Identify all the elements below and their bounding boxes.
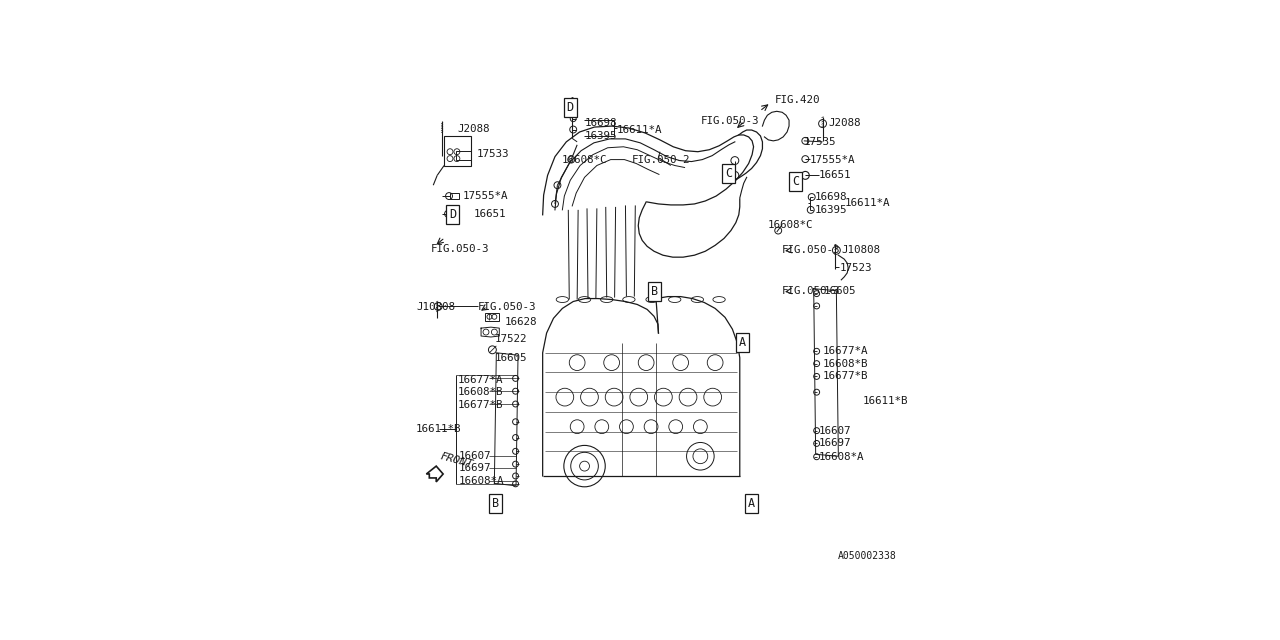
Text: A: A (739, 337, 746, 349)
Text: 16611*B: 16611*B (416, 424, 462, 434)
Bar (451, 193, 460, 199)
Text: FIG.050-3: FIG.050-3 (430, 244, 489, 254)
Text: 16608*C: 16608*C (562, 155, 607, 164)
Text: A: A (748, 497, 755, 509)
Text: FIG.050-2: FIG.050-2 (631, 155, 690, 164)
Text: 17535: 17535 (804, 137, 836, 147)
Text: J2088: J2088 (828, 118, 861, 128)
Text: FIG.050-3: FIG.050-3 (782, 245, 840, 255)
Text: 16608*B: 16608*B (458, 387, 503, 397)
Text: 16698: 16698 (814, 192, 847, 202)
Text: FIG.420: FIG.420 (774, 95, 819, 105)
Text: D: D (449, 208, 457, 221)
Text: 16697: 16697 (819, 438, 851, 449)
Text: FIG.050-3: FIG.050-3 (477, 302, 536, 312)
Bar (457, 150, 471, 159)
Text: FIG.050-3: FIG.050-3 (700, 116, 759, 126)
Bar (444, 136, 471, 166)
Text: A050002338: A050002338 (837, 551, 896, 561)
Text: C: C (792, 175, 800, 188)
Text: 16605: 16605 (494, 353, 527, 363)
Text: 16611*B: 16611*B (863, 396, 909, 406)
Text: 17533: 17533 (476, 149, 509, 159)
Text: 16607: 16607 (460, 451, 492, 461)
Text: 16395: 16395 (585, 131, 617, 141)
Text: 17522: 17522 (494, 334, 527, 344)
Text: B: B (652, 285, 658, 298)
Text: 17523: 17523 (840, 263, 872, 273)
Text: 16651: 16651 (819, 170, 851, 180)
Text: 16628: 16628 (504, 317, 536, 327)
Text: 16611*A: 16611*A (845, 198, 890, 209)
Text: C: C (726, 168, 732, 180)
Text: 16677*B: 16677*B (823, 371, 868, 381)
Text: FIG.050-3: FIG.050-3 (782, 286, 840, 296)
Text: 16608*A: 16608*A (819, 452, 864, 461)
Bar (451, 211, 460, 217)
Text: 16607: 16607 (819, 426, 851, 436)
Text: J2088: J2088 (458, 124, 490, 134)
Text: B: B (492, 497, 499, 509)
Text: 16677*A: 16677*A (458, 375, 503, 385)
Text: 16651: 16651 (474, 209, 506, 219)
Text: 16611*A: 16611*A (617, 125, 662, 134)
Text: 16697: 16697 (460, 463, 492, 473)
Text: D: D (567, 101, 573, 114)
Text: 16608*A: 16608*A (460, 476, 504, 486)
Text: 17555*A: 17555*A (463, 191, 508, 201)
Text: J10808: J10808 (841, 245, 881, 255)
Text: FRONT: FRONT (439, 452, 475, 470)
Text: 16698: 16698 (585, 118, 617, 128)
Text: J10808: J10808 (416, 302, 454, 312)
Text: 16395: 16395 (814, 205, 847, 215)
Text: 17555*A: 17555*A (810, 155, 855, 165)
Text: 16677*A: 16677*A (823, 346, 868, 356)
Text: 16677*B: 16677*B (458, 400, 503, 410)
Text: 16608*C: 16608*C (768, 220, 813, 230)
Text: 16608*B: 16608*B (823, 358, 868, 369)
Text: 16605: 16605 (823, 286, 856, 296)
